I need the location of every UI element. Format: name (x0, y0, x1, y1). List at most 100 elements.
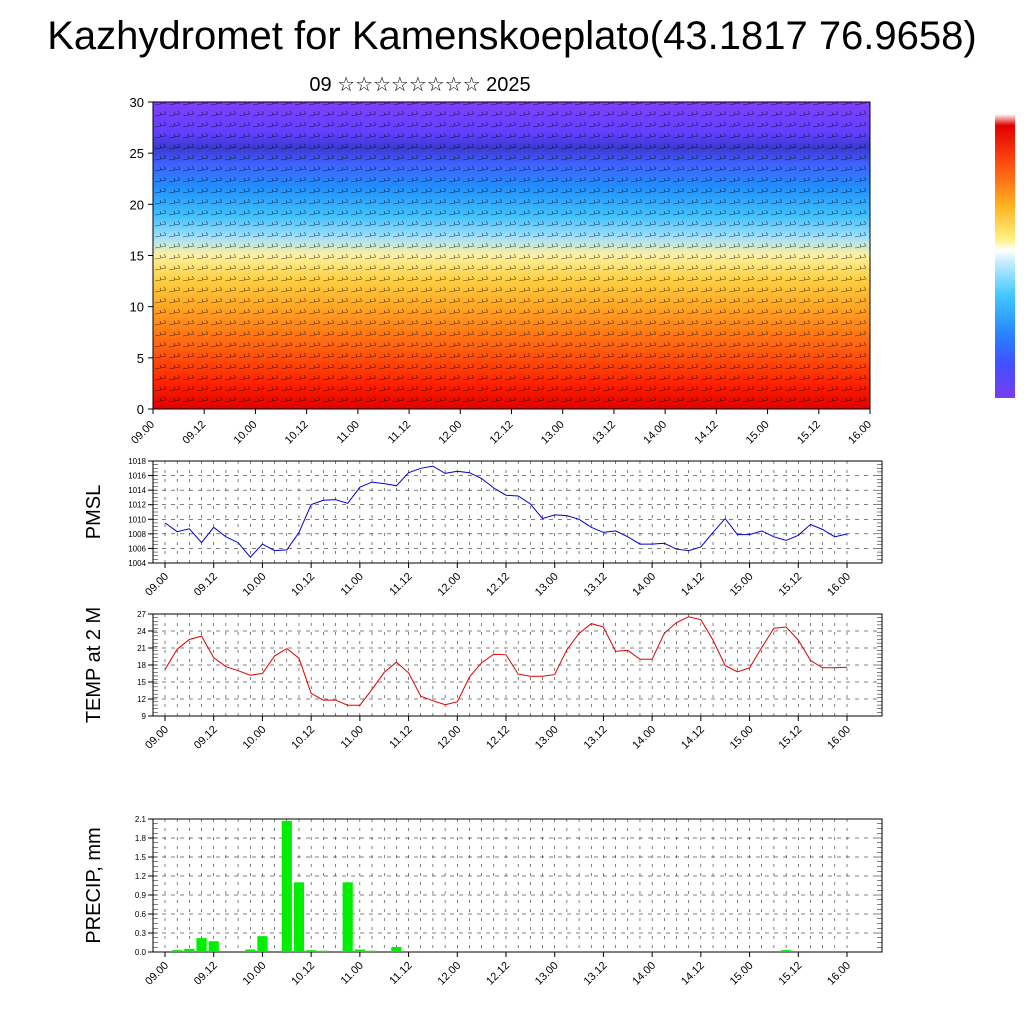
xtick-label: 13.00 (533, 724, 561, 752)
xtick-label: 10.00 (241, 724, 269, 752)
xtick-label: 11.12 (387, 960, 414, 987)
xtick-label: 15.00 (728, 724, 756, 752)
precip-bar (366, 950, 378, 952)
ytick-label: 1.5 (135, 853, 147, 862)
xtick-label: 10.12 (289, 724, 317, 752)
ytick-label: 0.9 (135, 891, 147, 900)
colorbar (995, 114, 1015, 398)
precip-chart: 0.0 0.3 0.6 0.9 1.2 1.5 1.8 2.1 09.00 09.12 10.00 1… (83, 815, 883, 988)
ytick-label: 15 (137, 678, 146, 687)
precip-bar (354, 949, 365, 952)
precip-bar (208, 941, 219, 952)
page-title: Kazhydromet for Kamenskoeplato(43.1817 7… (47, 14, 977, 58)
xtick-label: 14.00 (630, 571, 658, 599)
wind-temperature-heatmap: 0 5 10 15 20 25 30 09.00 09.12 10.00 10.12 11.00 11… (129, 95, 874, 447)
xtick-label: 15.00 (728, 571, 756, 599)
heatmap-ytick-label: 20 (130, 197, 144, 212)
series-line (164, 465, 848, 558)
date-subtitle: 09 ☆☆☆☆☆☆☆☆ 2025 (309, 74, 531, 96)
xtick-label: 09.00 (143, 571, 171, 599)
ytick-label: 1006 (128, 544, 146, 553)
xtick-label: 12.12 (484, 724, 512, 752)
heatmap-xtick-label: 12.00 (436, 419, 464, 447)
xtick-label: 15.12 (776, 724, 804, 752)
precip-bar (196, 938, 207, 952)
ytick-label: 21 (137, 644, 146, 653)
heatmap-ytick-label: 15 (130, 249, 144, 264)
ytick-label: 9 (142, 712, 147, 721)
xtick-label: 10.12 (289, 571, 317, 599)
ytick-label: 27 (137, 610, 146, 619)
ytick-label: 1.2 (135, 872, 147, 881)
heatmap-xtick-label: 14.12 (693, 419, 721, 447)
xtick-label: 11.12 (387, 724, 414, 751)
ytick-label: 1010 (128, 515, 146, 524)
ytick-label: 1014 (128, 486, 146, 495)
xtick-label: 14.12 (679, 724, 707, 752)
xtick-label: 15.12 (776, 571, 804, 599)
heatmap-xtick-label: 10.00 (232, 419, 260, 447)
xtick-label: 16.00 (825, 724, 853, 752)
heatmap-xtick-label: 12.12 (488, 419, 516, 447)
precip-bar (184, 948, 195, 952)
series-line (164, 616, 848, 706)
precip-bar (306, 950, 317, 952)
xtick-label: 13.12 (582, 724, 610, 752)
ytick-label: 24 (137, 627, 146, 636)
xtick-label: 13.12 (582, 571, 610, 599)
heatmap-ytick-label: 30 (130, 95, 144, 110)
precip-bar (245, 949, 256, 952)
xtick-label: 10.12 (289, 960, 317, 988)
precip-bar (318, 950, 329, 952)
heatmap-xtick-label: 13.00 (539, 419, 567, 447)
ytick-label: 12 (137, 695, 146, 704)
heatmap-xtick-label: 15.00 (744, 419, 772, 447)
y-axis-title: PMSL (83, 485, 105, 539)
xtick-label: 14.00 (630, 960, 658, 988)
precip-bar (391, 946, 402, 952)
xtick-label: 11.00 (339, 571, 366, 598)
heatmap-xtick-label: 15.12 (795, 419, 823, 447)
xtick-label: 09.00 (143, 724, 171, 752)
xtick-label: 16.00 (825, 571, 853, 599)
xtick-label: 11.00 (339, 724, 366, 751)
heatmap-ytick-label: 0 (137, 402, 144, 417)
precip-bar (293, 882, 305, 952)
heatmap-xtick-label: 16.00 (846, 419, 874, 447)
xtick-label: 13.00 (533, 960, 561, 988)
ytick-label: 1016 (128, 472, 146, 481)
ytick-label: 18 (137, 661, 146, 670)
plot-frame (152, 460, 883, 564)
xtick-label: 14.12 (679, 960, 707, 988)
y-axis-title: PRECIP, mm (83, 827, 105, 943)
ytick-label: 1018 (128, 457, 146, 466)
precip-bar (281, 820, 292, 952)
heatmap-ytick-label: 10 (130, 300, 144, 315)
ytick-label: 0.0 (135, 948, 147, 957)
xtick-label: 14.00 (630, 724, 658, 752)
xtick-label: 15.00 (728, 960, 756, 988)
heatmap-xtick-label: 10.12 (283, 419, 311, 447)
xtick-label: 13.00 (533, 571, 561, 599)
ytick-label: 0.3 (135, 929, 147, 938)
xtick-label: 09.00 (143, 960, 171, 988)
pmsl-chart: 1004 1006 1008 1010 1012 1014 1016 1018 09.00 09.… (83, 457, 883, 599)
xtick-label: 12.12 (484, 960, 512, 988)
heatmap-xtick-label: 11.00 (335, 419, 362, 446)
xtick-label: 10.00 (241, 960, 269, 988)
xtick-label: 15.12 (776, 960, 804, 988)
precip-bar (781, 950, 792, 952)
xtick-label: 11.00 (339, 960, 366, 987)
heatmap-ytick-label: 25 (130, 146, 144, 161)
xtick-label: 16.00 (825, 960, 853, 988)
xtick-label: 14.12 (679, 571, 707, 599)
ytick-label: 0.6 (135, 910, 147, 919)
xtick-label: 09.12 (192, 960, 220, 988)
xtick-label: 12.00 (435, 724, 463, 752)
heatmap-xtick-label: 09.12 (180, 419, 208, 447)
heatmap-ytick-label: 5 (137, 351, 144, 366)
plot-frame (152, 613, 883, 717)
xtick-label: 11.12 (387, 571, 414, 598)
ytick-label: 1.8 (135, 834, 147, 843)
ytick-label: 1012 (128, 501, 146, 510)
